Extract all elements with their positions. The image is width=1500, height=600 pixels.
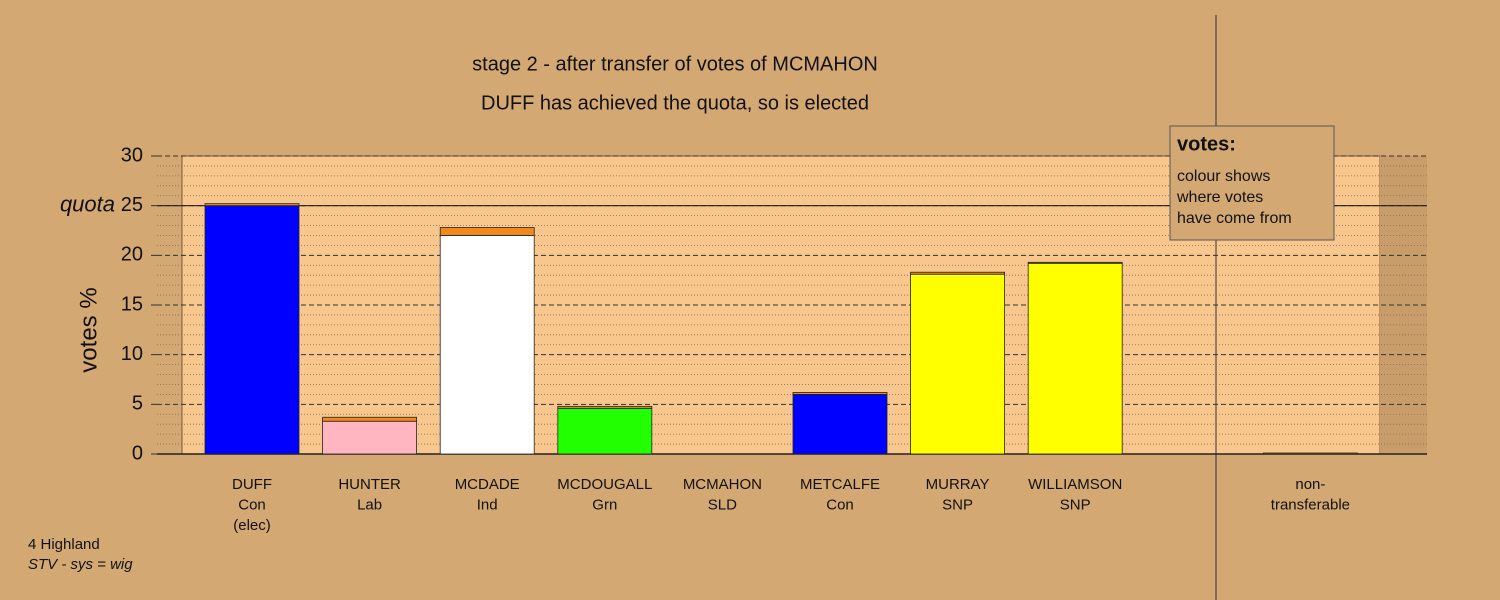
legend-text: where votes [1176, 189, 1263, 206]
bar-segment [322, 420, 418, 455]
chart-subtitle: DUFF has achieved the quota, so is elect… [481, 92, 869, 114]
y-tick-label: 20 [121, 244, 143, 266]
x-tick-label: SNP [1060, 496, 1091, 513]
x-tick-label: non- [1295, 476, 1325, 493]
y-tick-label: 15 [121, 293, 143, 315]
x-tick-label: Con [826, 496, 854, 513]
x-tick-label: SNP [942, 496, 973, 513]
bar-segment [204, 205, 300, 455]
x-tick-label: Lab [357, 496, 382, 513]
x-tick-label: MURRAY [926, 476, 990, 493]
y-tick-label: 25 [121, 194, 143, 216]
bar-segment [1027, 261, 1123, 264]
footer: 4 Highland [28, 536, 100, 553]
bar-segment [792, 392, 888, 395]
x-tick-label: HUNTER [338, 476, 401, 493]
bar-segment [204, 203, 300, 207]
bar-segment [322, 416, 418, 422]
y-tick-label: 10 [121, 343, 143, 365]
bar-segment [792, 393, 888, 455]
x-tick-label: DUFF [232, 476, 272, 493]
legend-text: have come from [1177, 210, 1292, 227]
y-tick-label: 0 [132, 442, 143, 464]
x-tick-label: METCALFE [800, 476, 880, 493]
chart-title: stage 2 - after transfer of votes of MCM… [472, 53, 878, 75]
x-tick-label: Grn [592, 496, 617, 513]
legend: votes: colour shows where votes have com… [1169, 125, 1335, 241]
bars [204, 203, 1358, 455]
bar-segment [1027, 262, 1123, 455]
x-tick-label: MCDOUGALL [557, 476, 652, 493]
x-tick-label: (elec) [233, 517, 271, 534]
x-tick-label: Con [238, 496, 266, 513]
legend-title: votes: [1177, 133, 1236, 155]
y-tick-label: 5 [132, 393, 143, 415]
bar-segment [910, 271, 1005, 275]
side-panel [1380, 156, 1427, 454]
legend-text: colour shows [1177, 168, 1270, 185]
footer: STV - sys = wig [28, 556, 133, 573]
x-tick-label: transferable [1271, 496, 1350, 513]
bar-segment [557, 405, 653, 409]
bar-segment [910, 273, 1005, 455]
quota-label: quota [60, 191, 115, 216]
x-tick-label: Ind [477, 496, 498, 513]
x-tick-label: WILLIAMSON [1028, 476, 1122, 493]
bar-segment [439, 235, 535, 455]
x-tick-label: MCMAHON [683, 476, 762, 493]
bar-segment [557, 407, 653, 455]
y-axis-label: votes % [75, 287, 102, 372]
bar-segment [1263, 452, 1358, 455]
x-tick-label: MCDADE [455, 476, 520, 493]
x-tick-label: SLD [708, 496, 737, 513]
bar-segment [439, 227, 535, 236]
legend-box [1169, 125, 1335, 241]
y-tick-label: 30 [121, 144, 143, 166]
